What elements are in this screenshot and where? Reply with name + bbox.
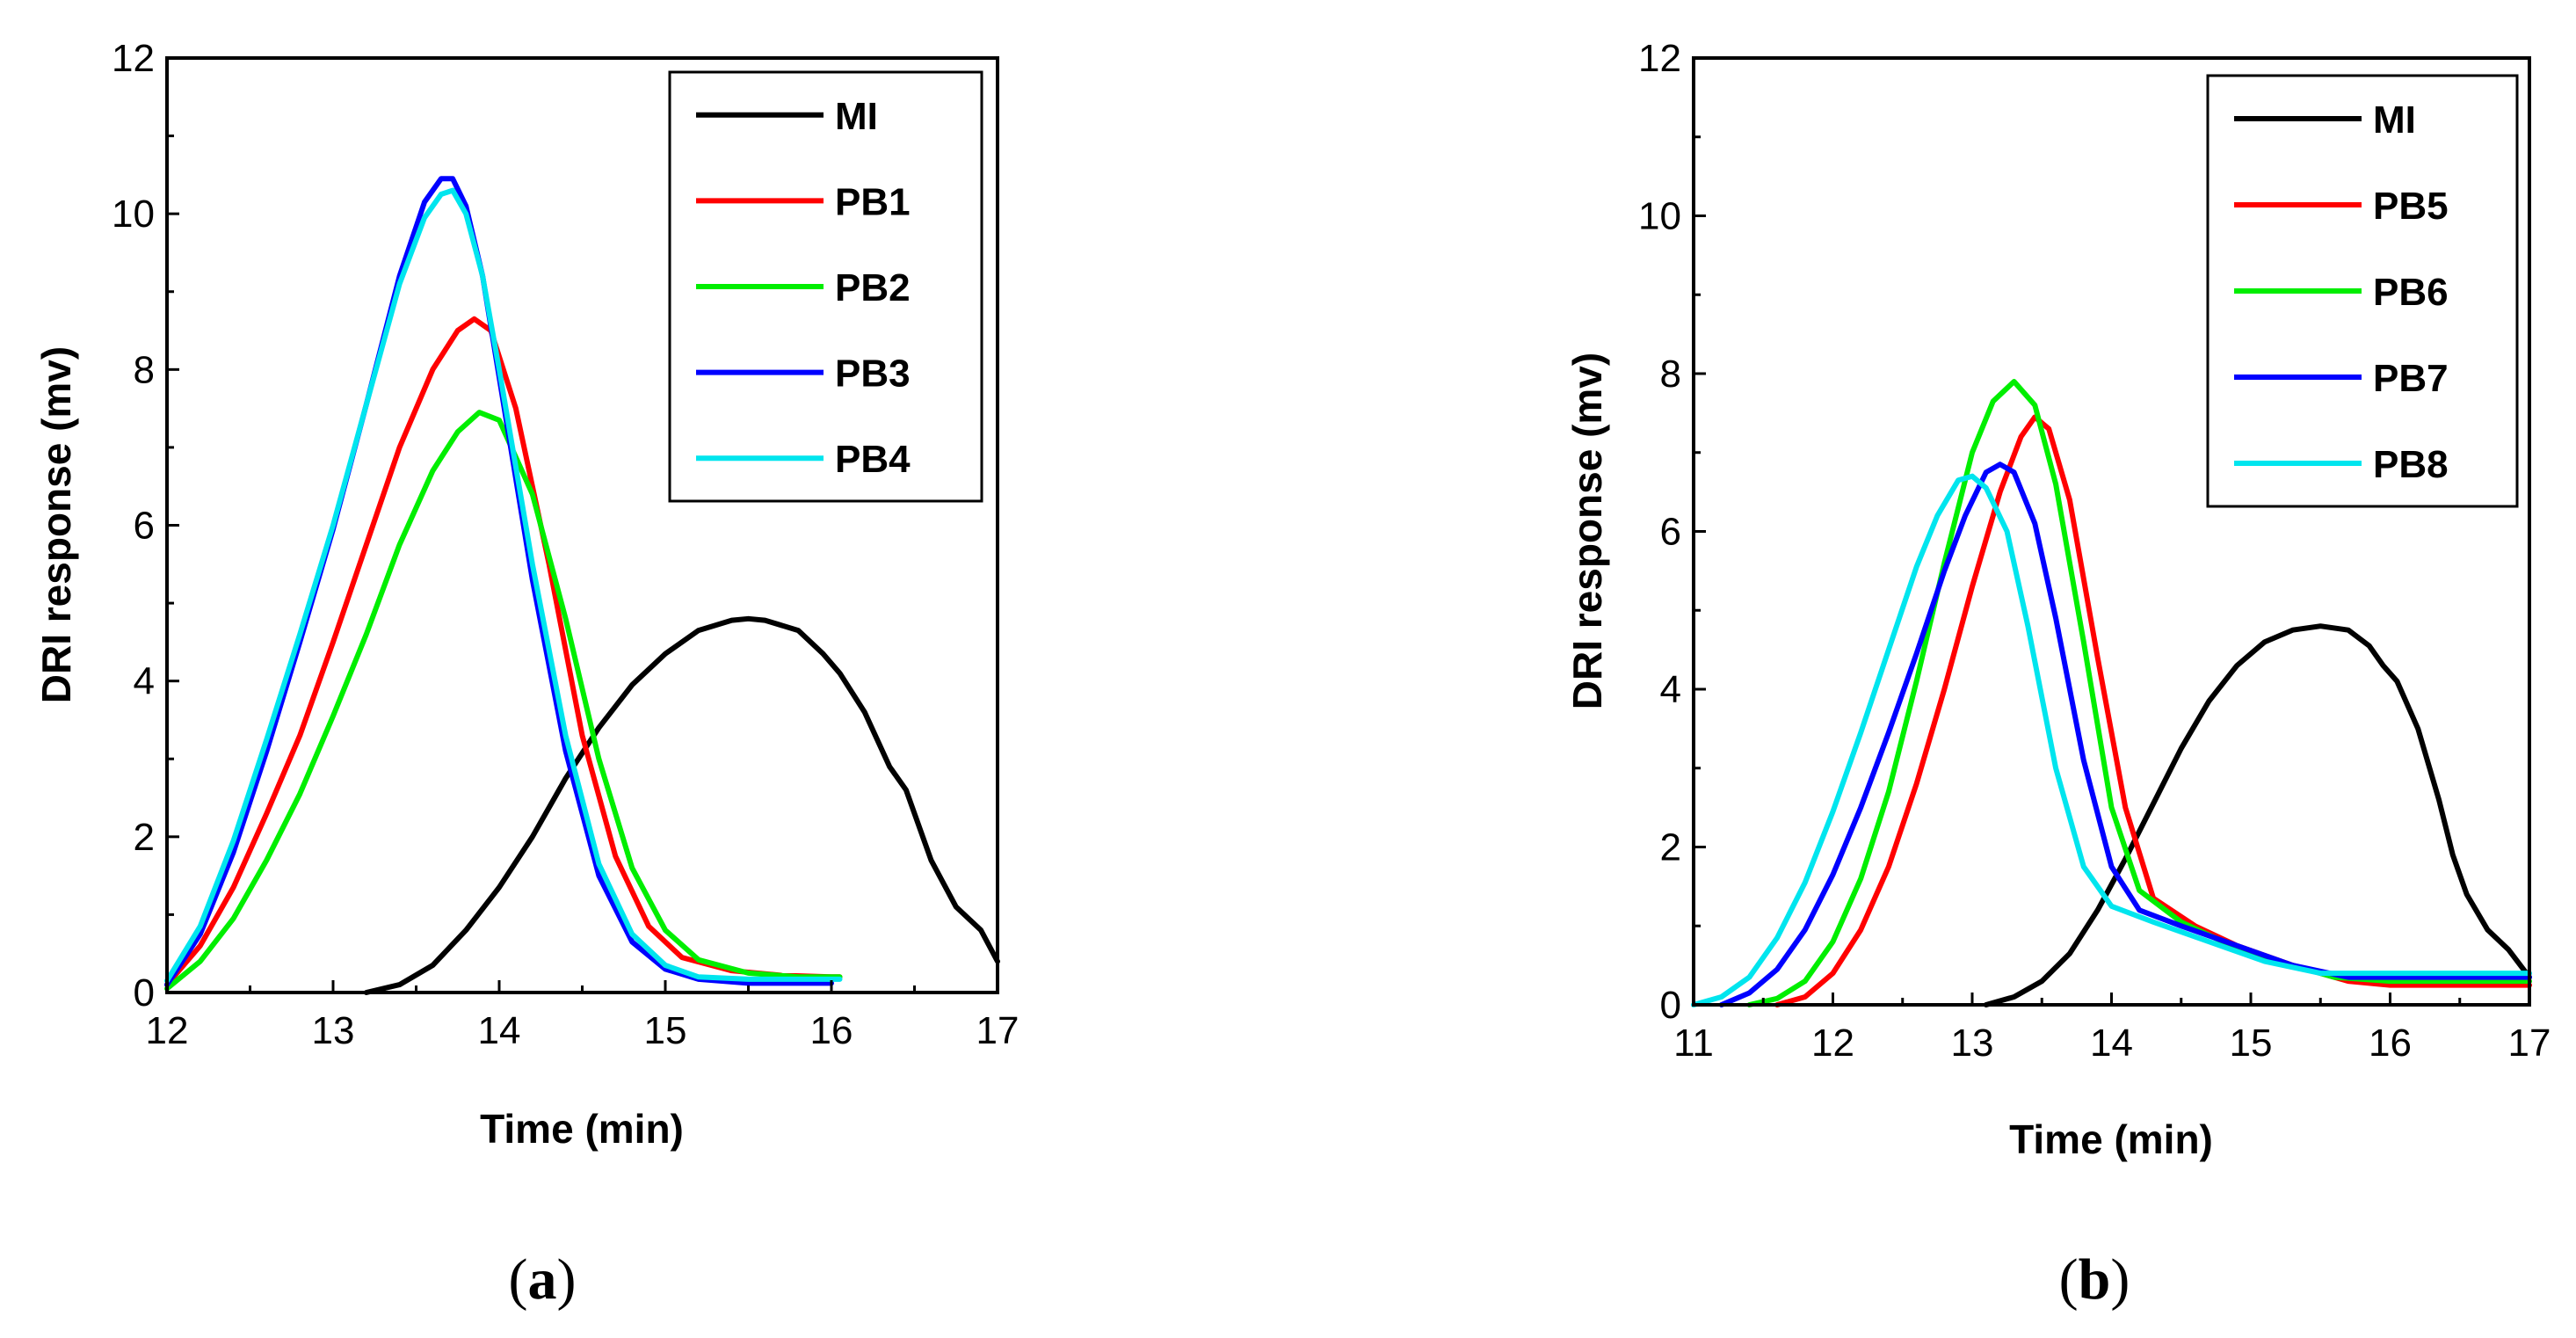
y-tick-label: 12: [1638, 37, 1681, 80]
x-tick-label: 16: [2369, 1022, 2412, 1065]
y-tick-label: 8: [134, 348, 155, 391]
y-tick-label: 12: [112, 37, 155, 80]
y-tick-label: 10: [112, 193, 155, 236]
x-tick-label: 12: [146, 1009, 189, 1052]
series-line-pb2: [164, 410, 843, 992]
legend-a: MI PB1 PB2 PB3 PB4: [668, 70, 983, 503]
legend-label-pb7: PB7: [2373, 357, 2449, 400]
legend-label-mi: MI: [835, 95, 878, 138]
x-tick-label: 14: [2090, 1022, 2133, 1065]
x-axis-title-b: Time (min): [2009, 1116, 2213, 1162]
y-tick-label: 6: [134, 505, 155, 548]
legend-label-pb5: PB5: [2373, 185, 2449, 228]
legend-b: MI PB5 PB6 PB7 PB8: [2206, 74, 2519, 508]
y-tick-label: 4: [134, 660, 155, 703]
legend-label-pb1: PB1: [835, 180, 911, 223]
y-tick-label: 10: [1638, 195, 1681, 238]
x-axis-title-a: Time (min): [480, 1106, 684, 1152]
chart-panel-a: 12 13 14 15 16 17 0 2 4 6 8 10 12 MI PB1 PB2 PB3 PB4 Tim…: [33, 37, 1019, 1312]
x-tick-label: 14: [478, 1009, 521, 1052]
chart-panel-b: 11 12 13 14 15 16 17 0 2 4 6 8 10 12 MI PB5 PB6 PB7 PB8 T…: [1564, 37, 2551, 1312]
legend-label-pb8: PB8: [2373, 443, 2449, 486]
panel-caption-a: (a): [509, 1247, 577, 1312]
x-tick-label: 13: [1951, 1022, 1994, 1065]
panel-caption-b: (b): [2059, 1247, 2130, 1312]
legend-label-pb2: PB2: [835, 266, 911, 309]
x-tick-label: 13: [312, 1009, 355, 1052]
x-tick-label: 17: [976, 1009, 1020, 1052]
legend-label-pb4: PB4: [835, 438, 911, 481]
legend-label-mi: MI: [2373, 98, 2416, 142]
legend-label-pb6: PB6: [2373, 271, 2449, 314]
y-tick-label: 0: [134, 971, 155, 1014]
y-tick-label: 2: [1660, 826, 1681, 869]
x-tick-label: 15: [2230, 1022, 2273, 1065]
series-line-mi: [1983, 623, 2532, 1007]
x-tick-label: 17: [2508, 1022, 2551, 1065]
series-line-pb3: [164, 176, 834, 988]
x-tick-label: 15: [644, 1009, 687, 1052]
y-axis-title-a: DRI response (mv): [33, 346, 79, 703]
y-axis-title-b: DRI response (mv): [1564, 353, 1610, 709]
y-tick-label: 6: [1660, 511, 1681, 554]
series-line-mi: [363, 615, 1000, 995]
y-tick-label: 8: [1660, 353, 1681, 396]
plot-lines-a: [164, 176, 1000, 995]
x-tick-label: 12: [1811, 1022, 1854, 1065]
plot-lines-b: [1691, 379, 2532, 1007]
axis-ticks-b: 11 12 13 14 15 16 17 0 2 4 6 8 10 12: [1638, 37, 2551, 1065]
y-tick-label: 0: [1660, 984, 1681, 1027]
series-line-pb4: [164, 187, 843, 984]
x-tick-label: 16: [810, 1009, 853, 1052]
y-tick-label: 4: [1660, 668, 1681, 711]
y-tick-label: 2: [134, 816, 155, 859]
axis-ticks-a: 12 13 14 15 16 17 0 2 4 6 8 10 12: [112, 37, 1019, 1052]
series-line-pb8: [1691, 473, 2532, 1007]
x-tick-label: 11: [1673, 1022, 1714, 1065]
legend-label-pb3: PB3: [835, 353, 911, 396]
